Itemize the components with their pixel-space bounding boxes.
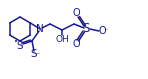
Text: ⁻: ⁻ <box>104 26 108 35</box>
Text: N: N <box>36 24 44 34</box>
Text: S: S <box>17 41 23 51</box>
Text: ⁻: ⁻ <box>36 50 40 59</box>
Text: O: O <box>98 26 106 36</box>
Text: OH: OH <box>55 35 69 44</box>
Text: •: • <box>14 39 18 45</box>
Text: S: S <box>82 23 90 35</box>
Text: S: S <box>31 49 37 59</box>
Text: O: O <box>72 8 80 18</box>
Text: O: O <box>72 39 80 49</box>
